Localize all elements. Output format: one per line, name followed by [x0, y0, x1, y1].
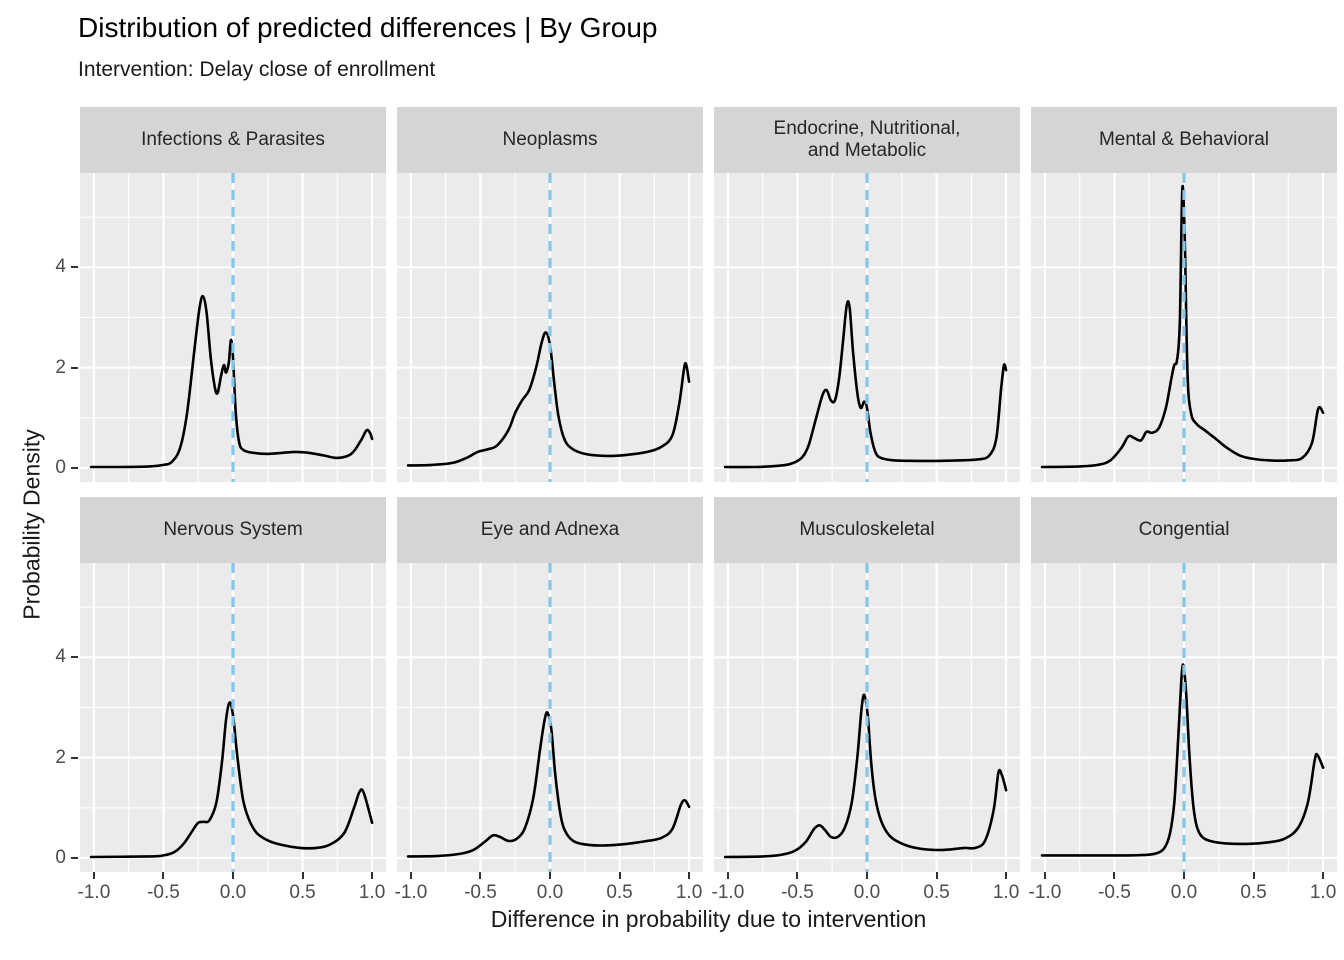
x-tick-mark	[549, 872, 551, 879]
x-tick-mark	[301, 872, 304, 879]
y-tick-label: 0	[55, 846, 66, 868]
facet-strip: Endocrine, Nutritional, and Metabolic	[714, 107, 1020, 173]
density-panel	[80, 173, 386, 482]
x-tick-label: 0.5	[1240, 882, 1267, 903]
density-panel	[397, 563, 703, 872]
x-tick-label: 1.0	[992, 882, 1020, 903]
x-tick-mark	[162, 872, 165, 879]
y-tick-mark	[71, 466, 78, 469]
x-tick-label: 0.5	[923, 882, 950, 903]
x-tick-label: -0.5	[1098, 882, 1131, 903]
density-curve	[1040, 185, 1325, 469]
x-tick-label: 1.0	[1309, 882, 1337, 903]
x-tick-label: -1.0	[1028, 882, 1062, 903]
y-tick-mark	[71, 266, 78, 269]
x-tick-mark	[479, 872, 482, 879]
facet-strip: Neoplasms	[397, 107, 703, 173]
y-tick-mark	[71, 856, 78, 859]
x-tick-mark	[232, 872, 234, 879]
facet-strip: Eye and Adnexa	[397, 497, 703, 563]
facet-strip: Nervous System	[80, 497, 386, 563]
x-tick-mark	[371, 872, 374, 879]
x-tick-label: -1.0	[711, 882, 745, 903]
facet-strip: Mental & Behavioral	[1031, 107, 1337, 173]
plot-title: Distribution of predicted differences | …	[78, 12, 658, 43]
facet-strip: Infections & Parasites	[80, 107, 386, 173]
x-tick-label: -0.5	[781, 882, 814, 903]
y-tick-mark	[71, 656, 78, 659]
x-tick-label: 1.0	[675, 882, 703, 903]
density-panel	[714, 173, 1020, 482]
density-curve	[723, 693, 1008, 859]
y-tick-label: 2	[55, 356, 66, 378]
x-tick-mark	[1252, 872, 1255, 879]
x-tick-label: -0.5	[147, 882, 180, 903]
x-tick-label: -0.5	[464, 882, 497, 903]
facet-strip: Congential	[1031, 497, 1337, 563]
x-tick-label: 0.0	[219, 882, 247, 903]
x-tick-mark	[796, 872, 799, 879]
y-tick-label: 4	[55, 646, 66, 668]
density-panel	[1031, 563, 1337, 872]
y-tick-mark	[71, 366, 78, 369]
x-tick-mark	[688, 872, 691, 879]
x-tick-mark	[1043, 872, 1046, 879]
density-curve	[1040, 663, 1325, 857]
x-tick-mark	[1322, 872, 1325, 879]
y-tick-mark	[71, 756, 78, 759]
y-tick-label: 2	[55, 746, 66, 768]
density-panel	[397, 173, 703, 482]
x-tick-mark	[1113, 872, 1116, 879]
x-tick-mark	[866, 872, 868, 879]
y-axis-title: Probability Density	[18, 429, 45, 620]
density-curve	[723, 300, 1008, 469]
x-tick-label: 0.5	[606, 882, 633, 903]
y-tick-label: 4	[55, 256, 66, 278]
x-axis-title: Difference in probability due to interve…	[490, 906, 927, 932]
x-tick-mark	[935, 872, 938, 879]
x-tick-mark	[618, 872, 621, 879]
x-tick-mark	[1183, 872, 1185, 879]
density-panel	[714, 563, 1020, 872]
density-panel	[80, 563, 386, 872]
x-tick-label: -1.0	[394, 882, 428, 903]
density-panel	[1031, 173, 1337, 482]
plot-subtitle: Intervention: Delay close of enrollment	[78, 58, 436, 81]
x-tick-mark	[92, 872, 95, 879]
x-tick-label: -1.0	[77, 882, 111, 903]
density-curve	[89, 701, 374, 859]
x-tick-label: 0.0	[1170, 882, 1198, 903]
x-tick-mark	[726, 872, 729, 879]
x-tick-label: 0.0	[853, 882, 881, 903]
facet-strip: Musculoskeletal	[714, 497, 1020, 563]
density-curve	[89, 294, 374, 469]
x-tick-mark	[1005, 872, 1008, 879]
y-tick-label: 0	[55, 456, 66, 478]
x-tick-mark	[409, 872, 412, 879]
x-tick-label: 0.5	[289, 882, 316, 903]
x-tick-label: 0.0	[536, 882, 564, 903]
x-tick-label: 1.0	[358, 882, 386, 903]
